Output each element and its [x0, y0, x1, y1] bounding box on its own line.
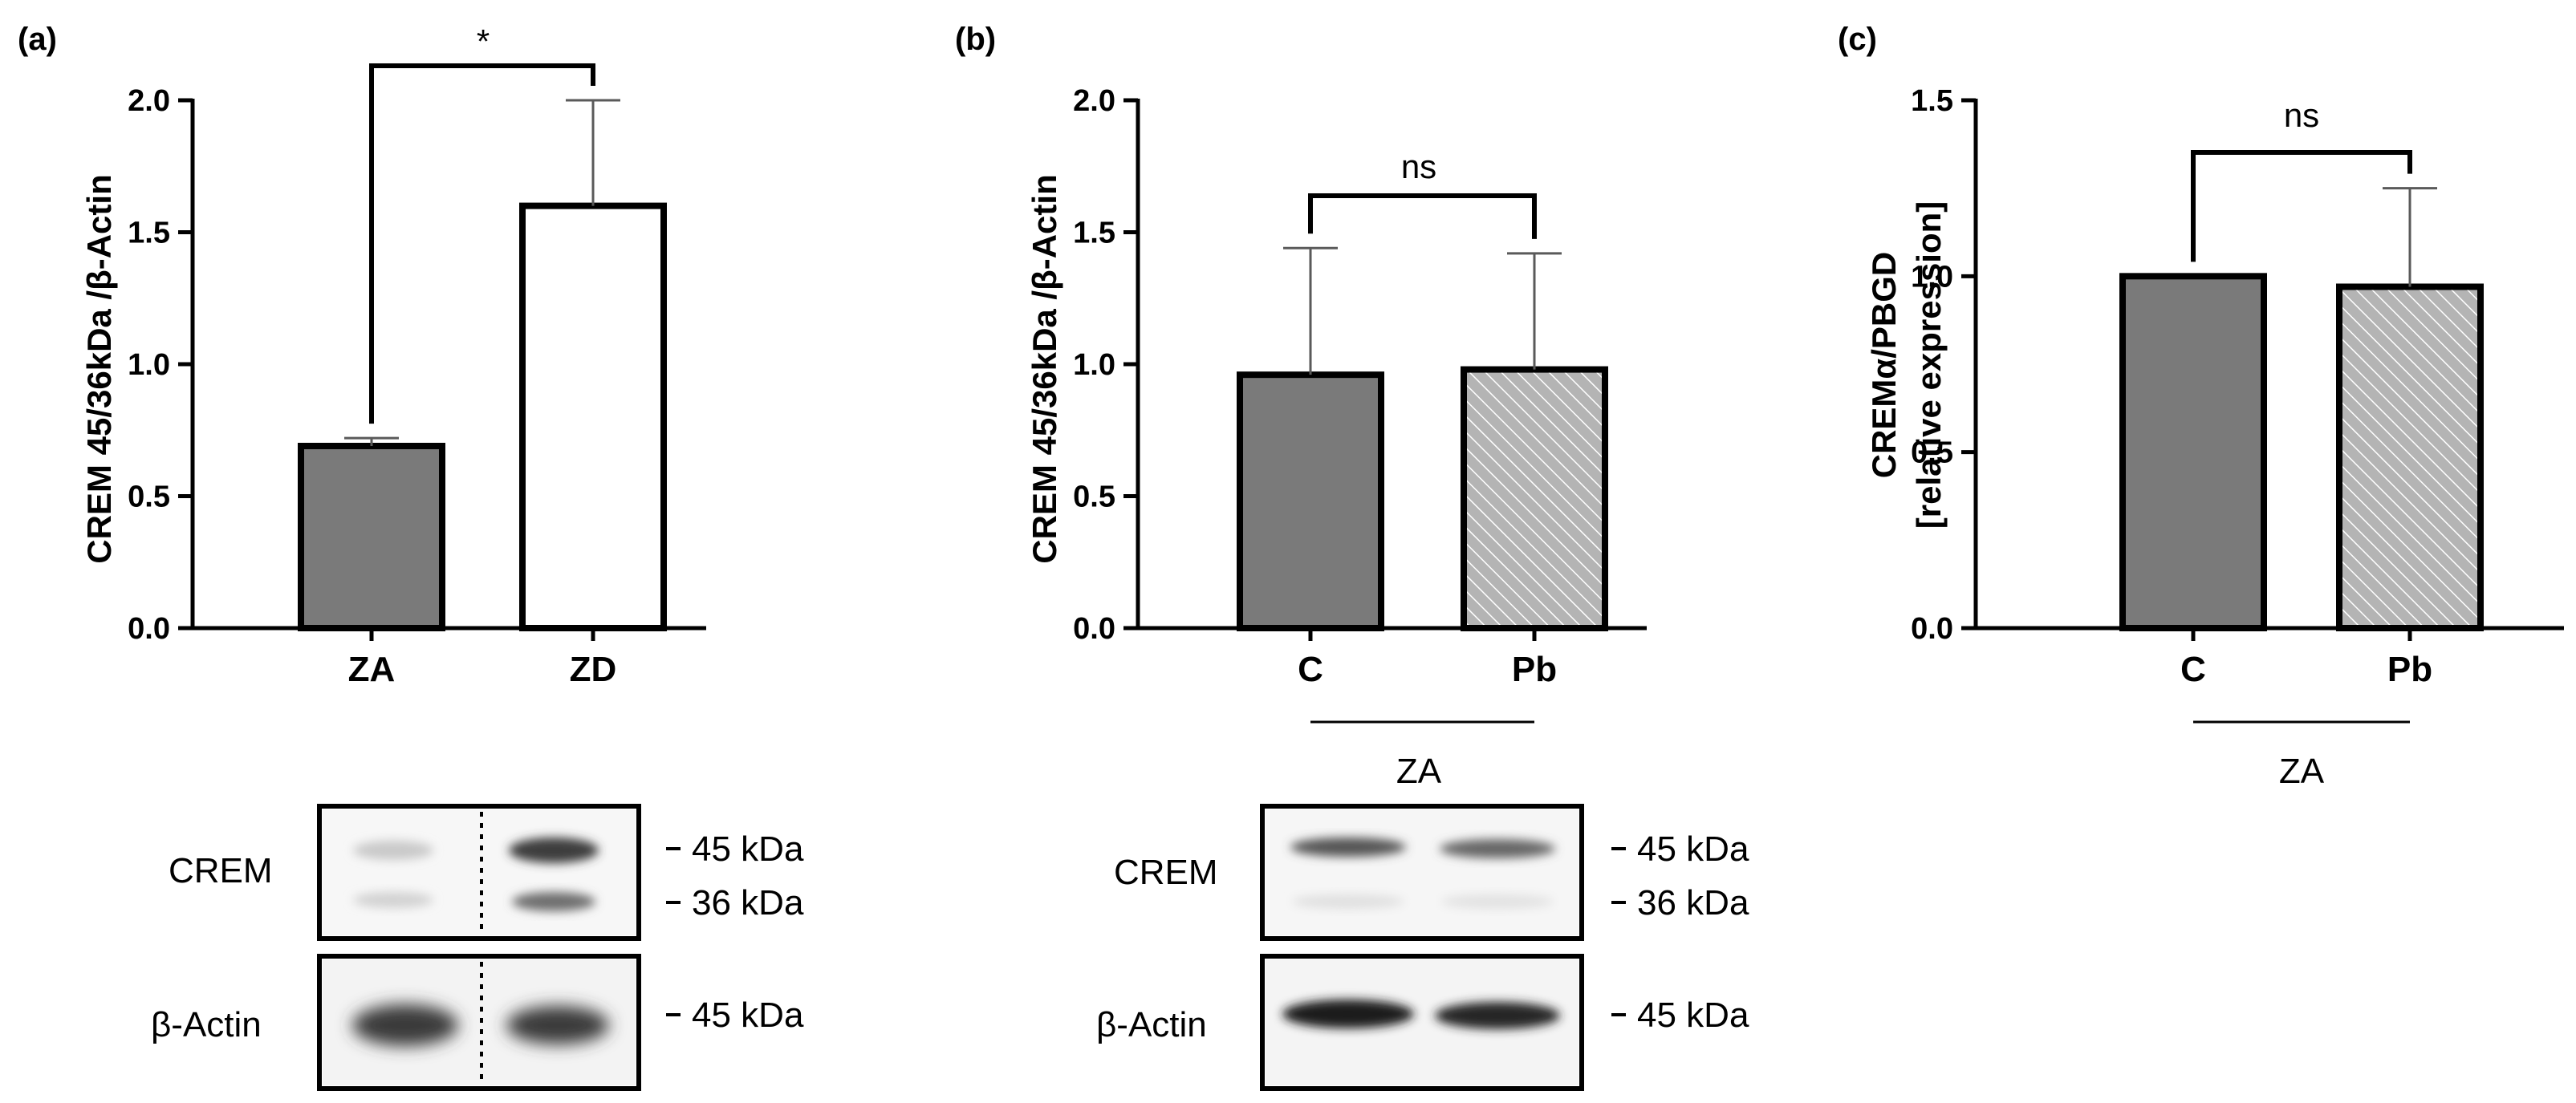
chart-a-bar-0	[298, 442, 445, 631]
chart-b-ytick-label-1: 0.5	[1073, 481, 1115, 514]
blot-a: CREM β-Actin 45 kDa 36 kDa 45 kDa	[151, 804, 804, 1091]
chart-a-ytick-label-2: 1.0	[128, 348, 170, 382]
blot-a-band-za-45	[353, 841, 433, 860]
blot-b-marker-actin: 45 kDa	[1637, 996, 1749, 1035]
chart-b: 0.0 0.5 1.0 1.5 2.0 C Pb	[1073, 84, 1647, 724]
blot-b-row1-bg	[1266, 809, 1579, 935]
chart-b-category-1: Pb	[1512, 650, 1557, 689]
chart-c-category-0: C	[2180, 650, 2206, 689]
blot-b-marker-45: 45 kDa	[1637, 829, 1749, 869]
chart-c-bar-1	[2336, 283, 2484, 631]
chart-c-group-label: ZA	[2279, 752, 2325, 791]
blot-a-band-zd-36	[512, 892, 595, 911]
chart-a-significance: *	[477, 22, 490, 60]
chart-b-ytick-label-2: 1.0	[1073, 348, 1115, 382]
blot-b-band-c-45	[1290, 837, 1406, 857]
chart-a-category-0: ZA	[348, 650, 396, 689]
chart-b-significance-bracket	[1308, 193, 1537, 239]
blot-b-row2-label: β-Actin	[1096, 1005, 1207, 1044]
blot-b-row1-label: CREM	[1114, 853, 1218, 892]
blot-a-band-za-36	[353, 892, 433, 908]
chart-a-category-1: ZD	[570, 650, 617, 689]
blot-b-band-c-actin	[1282, 1000, 1414, 1028]
chart-b-ytick-label-4: 2.0	[1073, 84, 1115, 118]
chart-c-significance-bracket	[2191, 150, 2412, 262]
chart-c-ytick-label-1: 0.5	[1911, 436, 1953, 470]
chart-a-ylabel: CREM 45/36kDa /β-Actin	[80, 174, 118, 563]
blot-a-marker-actin: 45 kDa	[692, 996, 804, 1035]
chart-a-ytick-label-1: 0.5	[128, 481, 170, 514]
blot-a-band-za-actin	[352, 1004, 458, 1046]
chart-b-group-label: ZA	[1396, 752, 1442, 791]
chart-c-ylabel2: [relative expression]	[1910, 201, 1948, 529]
panel-label-c: (c)	[1838, 22, 1877, 57]
blot-a-row1-bg	[323, 809, 636, 935]
chart-a-significance-bracket	[369, 63, 595, 424]
blot-a-marker-45: 45 kDa	[692, 829, 804, 869]
chart-c: 0.0 0.5 1.0 1.5 C Pb	[1911, 84, 2564, 724]
panel-label-b: (b)	[955, 22, 996, 57]
blot-b-band-pb-actin	[1435, 1002, 1560, 1029]
chart-c-bar-0	[2119, 273, 2267, 631]
blot-a-row1-label: CREM	[169, 851, 273, 890]
chart-b-ytick-label-0: 0.0	[1073, 612, 1115, 646]
chart-a: 0.0 0.5 1.0 1.5 2.0 ZA ZD	[128, 63, 706, 689]
chart-b-ytick-label-3: 1.5	[1073, 217, 1115, 250]
chart-a-ytick-label-0: 0.0	[128, 612, 170, 646]
chart-c-ylabel: CREMα/PBGD	[1865, 252, 1903, 479]
chart-c-ytick-label-3: 1.5	[1911, 84, 1953, 118]
chart-c-ytick-label-2: 1.0	[1911, 260, 1953, 294]
chart-b-bar-1	[1461, 366, 1608, 631]
blot-b: CREM β-Actin 45 kDa 36 kDa 45 kDa	[1096, 804, 1749, 1091]
chart-c-significance: ns	[2284, 96, 2319, 134]
blot-a-row2-label: β-Actin	[151, 1005, 262, 1044]
chart-b-bar-0	[1237, 371, 1384, 631]
blot-a-marker-36: 36 kDa	[692, 883, 804, 923]
chart-a-ytick-label-4: 2.0	[128, 84, 170, 118]
blot-b-marker-36: 36 kDa	[1637, 883, 1749, 923]
chart-c-category-1: Pb	[2387, 650, 2432, 689]
panel-label-a: (a)	[18, 22, 57, 57]
chart-b-category-0: C	[1298, 650, 1323, 689]
chart-b-significance: ns	[1401, 148, 1436, 185]
chart-a-bar-1	[519, 202, 667, 632]
blot-b-band-pb-45	[1440, 839, 1555, 858]
blot-a-band-zd-actin	[506, 1006, 609, 1044]
chart-c-ytick-label-0: 0.0	[1911, 612, 1953, 646]
blot-b-band-pb-36	[1441, 894, 1554, 909]
blot-b-band-c-36	[1292, 894, 1404, 909]
blot-a-band-zd-45	[509, 837, 599, 863]
chart-b-ylabel: CREM 45/36kDa /β-Actin	[1026, 174, 1063, 563]
chart-a-ytick-label-3: 1.5	[128, 217, 170, 250]
